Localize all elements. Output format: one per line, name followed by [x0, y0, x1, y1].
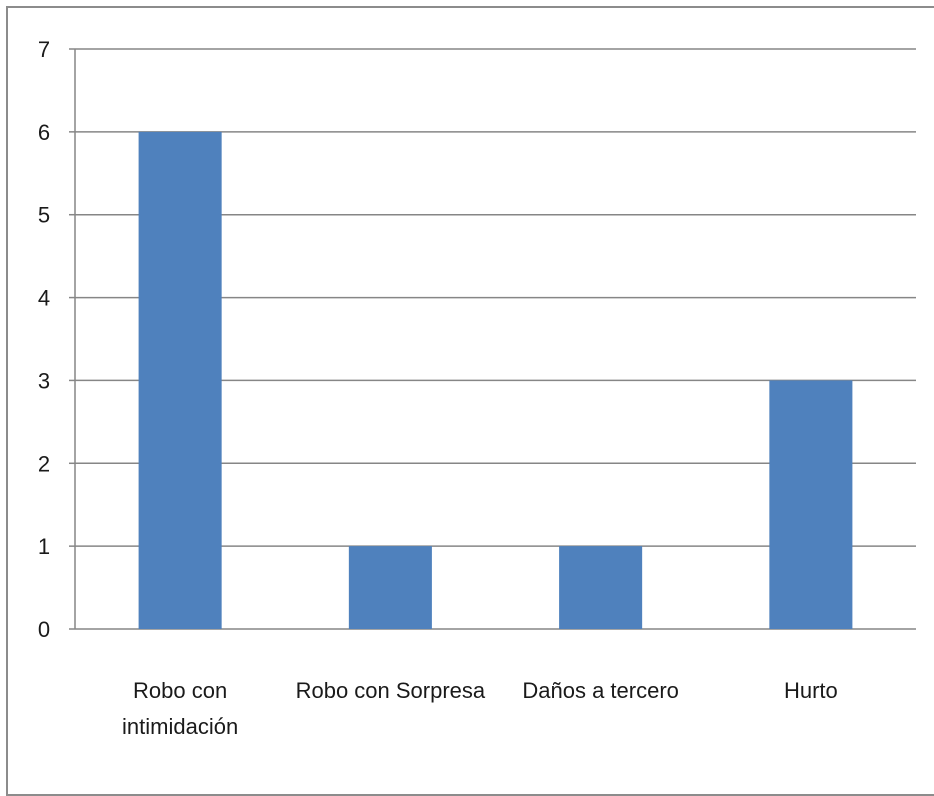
category-label: Hurto — [784, 678, 838, 703]
y-tick-label: 1 — [38, 534, 50, 559]
y-tick-label: 4 — [38, 286, 50, 311]
category-label: intimidación — [122, 714, 238, 739]
y-tick-label: 6 — [38, 120, 50, 145]
category-label: Robo con — [133, 678, 227, 703]
y-tick-label: 2 — [38, 451, 50, 476]
bar-0 — [138, 131, 222, 629]
bar-2 — [559, 546, 643, 629]
y-tick-label: 0 — [38, 617, 50, 642]
bars — [138, 131, 853, 629]
y-tick-label: 7 — [38, 37, 50, 62]
category-label: Robo con Sorpresa — [296, 678, 486, 703]
category-labels: Robo con intimidación Robo con Sorpresa Dañ… — [122, 678, 838, 739]
category-label: Daños a tercero — [522, 678, 679, 703]
y-tick-label: 3 — [38, 368, 50, 393]
bar-1 — [348, 546, 432, 629]
bar-3 — [769, 380, 853, 629]
y-tick-label: 5 — [38, 203, 50, 228]
y-tick-labels: 0 1 2 3 4 5 6 7 — [38, 37, 50, 642]
